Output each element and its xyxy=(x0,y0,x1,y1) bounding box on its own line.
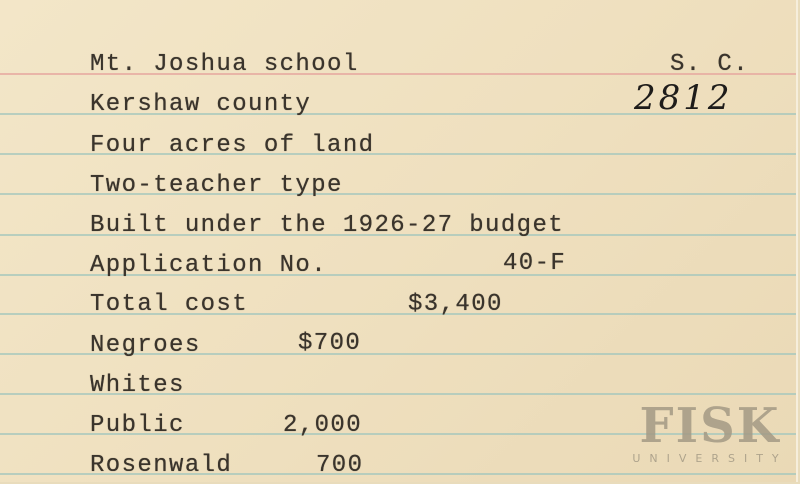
rule xyxy=(0,313,796,315)
total-cost: $3,400 xyxy=(408,291,503,318)
rule xyxy=(0,153,796,155)
type: Two-teacher type xyxy=(90,172,343,199)
state: S. C. xyxy=(670,51,750,78)
land: Four acres of land xyxy=(90,132,375,159)
budget: Built under the 1926-27 budget xyxy=(90,212,565,239)
public-label: Public xyxy=(90,412,185,439)
application-no: 40-F xyxy=(503,250,567,277)
total-cost-label: Total cost xyxy=(90,291,249,318)
rule xyxy=(0,433,796,435)
rule xyxy=(0,193,796,195)
rule xyxy=(0,274,796,276)
red-rule xyxy=(0,73,796,75)
school-name: Mt. Joshua school xyxy=(90,51,359,78)
watermark-name: FISK xyxy=(639,398,781,454)
watermark-subtitle: UNIVERSITY xyxy=(632,452,788,465)
rule xyxy=(0,473,796,475)
rule xyxy=(0,393,796,395)
negroes-amount: $700 xyxy=(298,330,362,357)
fisk-university-watermark: FISK UNIVERSITY xyxy=(626,402,794,465)
whites-label: Whites xyxy=(90,372,185,399)
rosenwald-label: Rosenwald xyxy=(90,452,233,479)
rosenwald-amount: 700 xyxy=(316,452,364,479)
county: Kershaw county xyxy=(90,91,312,118)
application-label: Application No. xyxy=(90,252,328,279)
public-amount: 2,000 xyxy=(283,412,363,439)
rule xyxy=(0,234,796,236)
negroes-label: Negroes xyxy=(90,332,201,359)
rule xyxy=(0,353,796,355)
rule xyxy=(0,113,796,115)
card-number: 2812 xyxy=(634,78,733,118)
